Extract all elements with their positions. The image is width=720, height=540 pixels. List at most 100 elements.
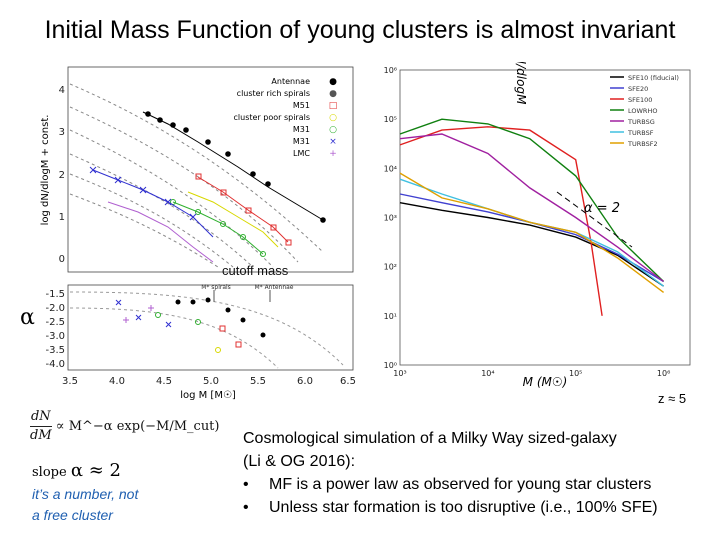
left-legend: Antennae cluster rich spirals M51 cluste… — [234, 77, 311, 158]
right-legend: SFE10 (fiducial) SFE20 SFE100 LOWRHO TURBSG T… — [610, 74, 679, 148]
legend-label: LOWRHO — [628, 107, 657, 115]
ytick: 4 — [59, 85, 65, 96]
alpha-axis-label: α — [20, 305, 35, 330]
note-line: it’s a number, not — [32, 486, 139, 502]
bullet-item: MF is a power law as observed for young … — [243, 473, 658, 496]
mass-tick: 5.5 — [250, 376, 266, 387]
ytick: 2 — [59, 170, 65, 181]
cutoff-mass-label: cutoff mass — [222, 263, 289, 278]
right-ylabel: dN/dlogM — [514, 62, 528, 105]
mass-tick: 6.5 — [340, 376, 356, 387]
redshift-label: z ≈ 5 — [658, 391, 687, 406]
x-tick-label: 10⁵ — [569, 369, 582, 378]
m31-x-points — [89, 166, 197, 221]
left-top-plot: 0 1 2 3 4 log dN/dlogM + const. Antennae… — [38, 62, 358, 277]
bottom-xlabel: log M [M☉] — [180, 390, 236, 401]
legend-entry: Antennae — [271, 77, 310, 86]
y-tick-label: 10⁴ — [384, 164, 397, 173]
legend-label: SFE20 — [628, 85, 648, 93]
legend-marker: ● — [329, 89, 337, 99]
legend-marker: + — [329, 149, 337, 159]
formula-numerator: dN — [30, 408, 52, 427]
alpha-tick: -4.0 — [45, 359, 65, 370]
legend-marker: ○ — [329, 113, 337, 123]
series-line — [399, 133, 665, 283]
mass-tick: 5.0 — [203, 376, 219, 387]
left-top-fits — [69, 83, 324, 268]
cutoff-markers — [213, 290, 271, 302]
alpha-tick: -3.0 — [45, 331, 65, 342]
legend-entry: cluster poor spirals — [234, 113, 311, 122]
antennae-series — [142, 111, 324, 221]
description-line: (Li & OG 2016): — [243, 453, 356, 470]
legend-markers: ● ● □ ○ ○ × + — [329, 77, 338, 159]
x-tick-label: 10⁴ — [481, 369, 494, 378]
left-top-frame — [67, 66, 354, 273]
y-tick-label: 10⁶ — [384, 66, 397, 75]
legend-entry: M31 — [293, 137, 310, 146]
ytick: 3 — [59, 127, 65, 138]
slope-value: α ≈ 2 — [70, 460, 121, 481]
legend-marker: × — [329, 137, 337, 147]
legend-entry: M31 — [293, 125, 310, 134]
legend-marker: □ — [329, 101, 338, 111]
slope-text: slope α ≈ 2 — [32, 460, 121, 481]
alpha-points — [115, 297, 266, 353]
alpha-tick: -1.5 — [45, 289, 65, 300]
slope-prefix: slope — [32, 465, 71, 480]
mass-function-formula: dN dM ∝ M^−α exp(−M/M_cut) — [30, 408, 219, 445]
legend-marker: ● — [329, 77, 337, 87]
annot-spirals: M* spirals — [201, 284, 231, 291]
ytick: 1 — [59, 212, 65, 223]
y-tick-label: 10⁵ — [384, 115, 397, 124]
m31-series — [172, 201, 264, 255]
note-text: it’s a number, not a free cluster — [32, 484, 138, 526]
series-line — [399, 118, 665, 283]
right-xlabel: M (M☉) — [523, 375, 568, 389]
top-ylabel: log dN/dlogM + const. — [40, 115, 51, 226]
m51-series — [197, 176, 289, 243]
alpha-tick: -2.0 — [45, 303, 65, 314]
x-tick-label: 10³ — [393, 369, 406, 378]
y-tick-label: 10¹ — [384, 312, 397, 321]
series-layer — [399, 118, 665, 316]
description-bullets: MF is a power law as observed for young … — [243, 473, 658, 519]
legend-label: TURBSG — [627, 118, 655, 126]
slope-guide — [556, 191, 633, 248]
right-plot: α = 2 SFE10 (fiducial) SFE20 SFE100 LOWRHO T… — [362, 62, 697, 392]
cluster-poor-series — [187, 191, 279, 248]
description-block: Cosmological simulation of a Milky Way s… — [243, 427, 658, 519]
formula-denominator: dM — [30, 428, 52, 443]
y-tick-label: 10³ — [384, 214, 397, 223]
mass-tick: 3.5 — [62, 376, 78, 387]
mass-tick: 6.0 — [297, 376, 313, 387]
legend-label: SFE10 (fiducial) — [628, 74, 679, 82]
legend-entry: M51 — [293, 101, 310, 110]
series-line — [399, 172, 665, 293]
right-yticks: 10⁰ 10¹ 10² 10³ 10⁴ 10⁵ 10⁶ — [384, 66, 397, 370]
m31-x-series — [92, 169, 214, 238]
series-line — [399, 126, 603, 316]
alpha-tick: -2.5 — [45, 317, 65, 328]
description-line: Cosmological simulation of a Milky Way s… — [243, 430, 617, 447]
right-xticks: 10³ 10⁴ 10⁵ 10⁶ — [393, 369, 670, 378]
antennae-points — [145, 111, 326, 223]
ytick: 0 — [59, 254, 65, 265]
y-tick-label: 10² — [384, 263, 397, 272]
legend-entry: cluster rich spirals — [237, 89, 310, 98]
alpha-curves — [69, 291, 344, 369]
legend-label: SFE100 — [628, 96, 652, 104]
lmc-series — [107, 201, 214, 263]
formula-rhs: ∝ M^−α exp(−M/M_cut) — [55, 419, 220, 434]
alpha-tick: -3.5 — [45, 345, 65, 356]
left-bottom-plot: -1.5 -2.0 -2.5 -3.0 -3.5 -4.0 3.5 4.0 4.… — [38, 280, 358, 405]
x-tick-label: 10⁶ — [657, 369, 670, 378]
m51-points — [195, 173, 292, 246]
series-line — [399, 202, 664, 287]
mass-tick: 4.0 — [109, 376, 125, 387]
legend-label: TURBSF — [627, 129, 654, 137]
slope-annotation: α = 2 — [584, 201, 620, 216]
left-bottom-frame — [67, 284, 354, 371]
note-line: a free cluster — [32, 507, 113, 523]
y-tick-label: 10⁰ — [384, 361, 397, 370]
